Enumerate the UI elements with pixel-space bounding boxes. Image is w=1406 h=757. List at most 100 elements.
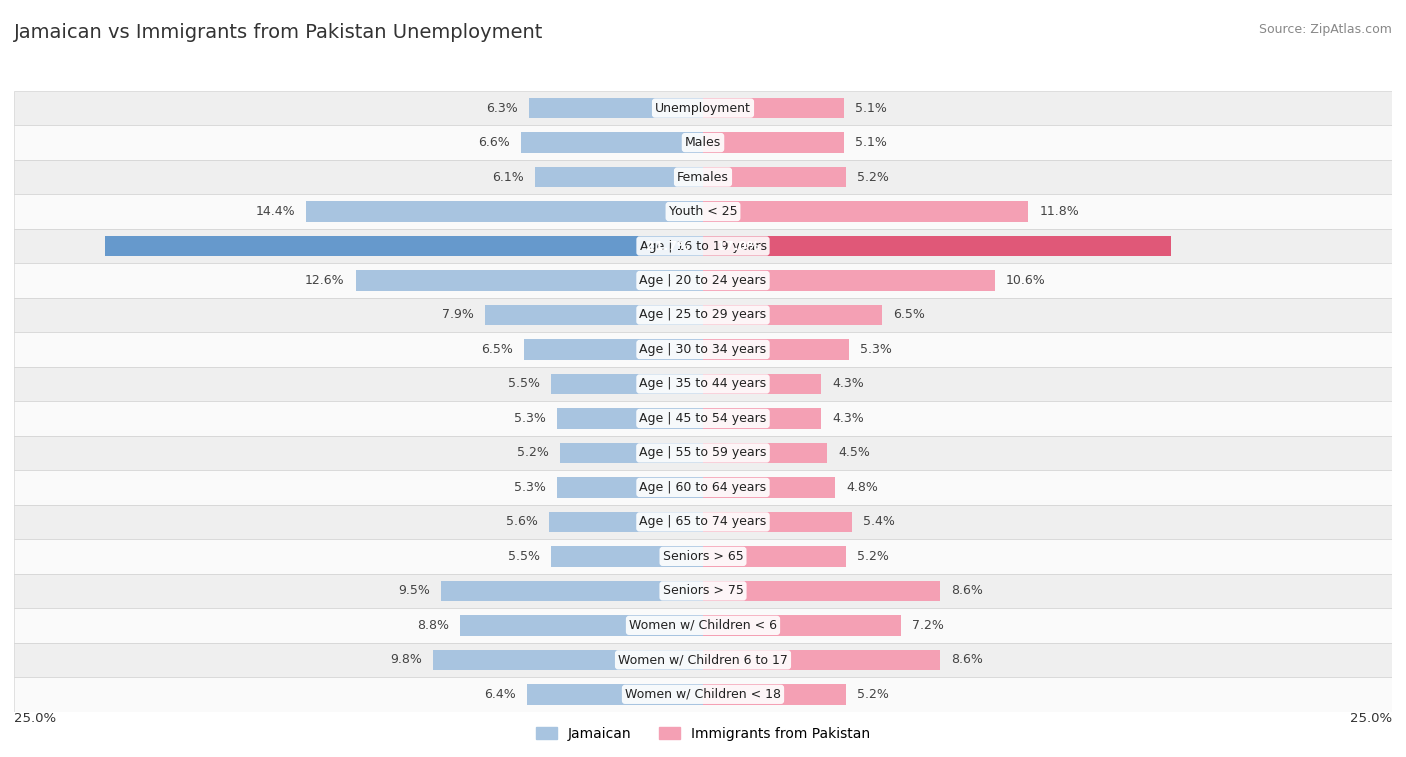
Bar bbox=[548, 512, 703, 532]
Text: 5.2%: 5.2% bbox=[858, 550, 889, 563]
Text: 6.6%: 6.6% bbox=[478, 136, 510, 149]
Bar bbox=[14, 195, 1392, 229]
Text: Age | 25 to 29 years: Age | 25 to 29 years bbox=[640, 309, 766, 322]
Text: 25.0%: 25.0% bbox=[14, 712, 56, 724]
Text: 10.6%: 10.6% bbox=[1007, 274, 1046, 287]
Bar bbox=[703, 581, 941, 601]
Text: 6.1%: 6.1% bbox=[492, 170, 524, 183]
Text: 12.6%: 12.6% bbox=[305, 274, 344, 287]
Text: 7.2%: 7.2% bbox=[912, 619, 945, 632]
Text: 5.6%: 5.6% bbox=[506, 516, 537, 528]
Text: 14.4%: 14.4% bbox=[256, 205, 295, 218]
Text: 5.3%: 5.3% bbox=[515, 481, 546, 494]
Text: 5.5%: 5.5% bbox=[509, 378, 540, 391]
Bar bbox=[14, 229, 1392, 263]
Bar bbox=[551, 374, 703, 394]
Bar bbox=[534, 167, 703, 188]
Bar bbox=[703, 374, 821, 394]
Bar bbox=[14, 126, 1392, 160]
Text: 21.7%: 21.7% bbox=[645, 239, 689, 253]
Text: 5.4%: 5.4% bbox=[863, 516, 894, 528]
Bar bbox=[14, 263, 1392, 298]
Text: Women w/ Children < 6: Women w/ Children < 6 bbox=[628, 619, 778, 632]
Text: 4.8%: 4.8% bbox=[846, 481, 879, 494]
Text: 8.6%: 8.6% bbox=[950, 653, 983, 666]
Text: Seniors > 65: Seniors > 65 bbox=[662, 550, 744, 563]
Text: Age | 60 to 64 years: Age | 60 to 64 years bbox=[640, 481, 766, 494]
Text: 5.3%: 5.3% bbox=[515, 412, 546, 425]
Bar bbox=[703, 132, 844, 153]
Bar bbox=[14, 91, 1392, 126]
Bar bbox=[557, 477, 703, 498]
Text: Age | 45 to 54 years: Age | 45 to 54 years bbox=[640, 412, 766, 425]
Bar bbox=[14, 436, 1392, 470]
Bar bbox=[551, 546, 703, 567]
Bar bbox=[530, 98, 703, 118]
Text: Age | 65 to 74 years: Age | 65 to 74 years bbox=[640, 516, 766, 528]
Bar bbox=[433, 650, 703, 670]
Bar bbox=[14, 677, 1392, 712]
Bar bbox=[703, 443, 827, 463]
Text: 8.6%: 8.6% bbox=[950, 584, 983, 597]
Bar bbox=[14, 505, 1392, 539]
Text: 5.2%: 5.2% bbox=[517, 447, 548, 459]
Bar bbox=[703, 339, 849, 360]
Text: 6.5%: 6.5% bbox=[893, 309, 925, 322]
Text: 8.8%: 8.8% bbox=[418, 619, 450, 632]
Bar bbox=[703, 167, 846, 188]
Bar bbox=[527, 684, 703, 705]
Text: 5.5%: 5.5% bbox=[509, 550, 540, 563]
Text: 7.9%: 7.9% bbox=[443, 309, 474, 322]
Text: Women w/ Children < 18: Women w/ Children < 18 bbox=[626, 688, 780, 701]
Legend: Jamaican, Immigrants from Pakistan: Jamaican, Immigrants from Pakistan bbox=[530, 721, 876, 746]
Text: 17.0%: 17.0% bbox=[717, 239, 761, 253]
Bar bbox=[703, 408, 821, 428]
Bar bbox=[703, 546, 846, 567]
Text: Seniors > 75: Seniors > 75 bbox=[662, 584, 744, 597]
Bar bbox=[14, 298, 1392, 332]
Bar bbox=[14, 643, 1392, 677]
Text: 6.4%: 6.4% bbox=[484, 688, 516, 701]
Text: Youth < 25: Youth < 25 bbox=[669, 205, 737, 218]
Bar bbox=[14, 470, 1392, 505]
Text: 5.2%: 5.2% bbox=[858, 170, 889, 183]
Bar bbox=[703, 270, 995, 291]
Bar bbox=[14, 332, 1392, 366]
Bar bbox=[485, 304, 703, 326]
Text: 9.5%: 9.5% bbox=[398, 584, 430, 597]
Bar bbox=[356, 270, 703, 291]
Bar bbox=[703, 512, 852, 532]
Text: Age | 20 to 24 years: Age | 20 to 24 years bbox=[640, 274, 766, 287]
Bar bbox=[703, 304, 882, 326]
Text: Females: Females bbox=[678, 170, 728, 183]
Text: Jamaican vs Immigrants from Pakistan Unemployment: Jamaican vs Immigrants from Pakistan Une… bbox=[14, 23, 544, 42]
Bar bbox=[703, 201, 1028, 222]
Bar bbox=[560, 443, 703, 463]
Bar bbox=[14, 366, 1392, 401]
Bar bbox=[524, 339, 703, 360]
Bar bbox=[703, 235, 1171, 257]
Text: 9.8%: 9.8% bbox=[389, 653, 422, 666]
Text: 4.3%: 4.3% bbox=[832, 378, 865, 391]
Text: Source: ZipAtlas.com: Source: ZipAtlas.com bbox=[1258, 23, 1392, 36]
Text: 5.3%: 5.3% bbox=[860, 343, 891, 356]
Bar bbox=[14, 401, 1392, 436]
Text: 6.3%: 6.3% bbox=[486, 101, 519, 114]
Text: 4.3%: 4.3% bbox=[832, 412, 865, 425]
Bar bbox=[461, 615, 703, 636]
Text: 4.5%: 4.5% bbox=[838, 447, 870, 459]
Bar bbox=[703, 477, 835, 498]
Text: 25.0%: 25.0% bbox=[1350, 712, 1392, 724]
Text: 11.8%: 11.8% bbox=[1039, 205, 1078, 218]
Bar bbox=[14, 539, 1392, 574]
Text: 5.2%: 5.2% bbox=[858, 688, 889, 701]
Bar bbox=[105, 235, 703, 257]
Text: Women w/ Children 6 to 17: Women w/ Children 6 to 17 bbox=[619, 653, 787, 666]
Text: Age | 35 to 44 years: Age | 35 to 44 years bbox=[640, 378, 766, 391]
Text: Age | 30 to 34 years: Age | 30 to 34 years bbox=[640, 343, 766, 356]
Text: Age | 55 to 59 years: Age | 55 to 59 years bbox=[640, 447, 766, 459]
Bar bbox=[14, 608, 1392, 643]
Bar bbox=[703, 615, 901, 636]
Bar bbox=[307, 201, 703, 222]
Bar bbox=[703, 684, 846, 705]
